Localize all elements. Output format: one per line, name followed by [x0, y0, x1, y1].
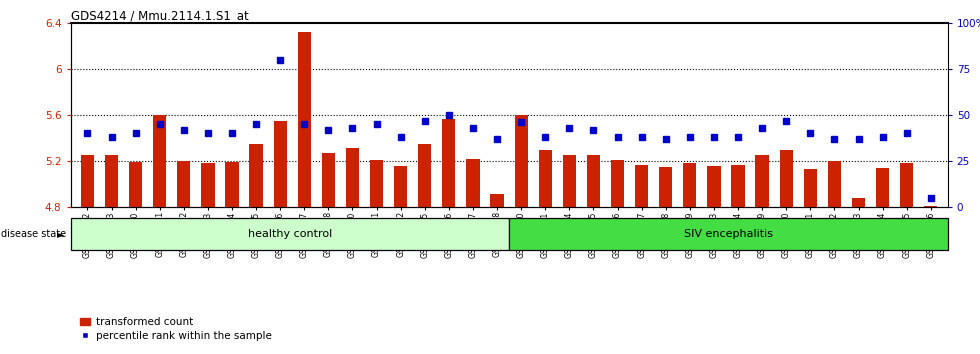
Bar	[105, 155, 119, 207]
Bar	[129, 162, 142, 207]
Text: disease state: disease state	[1, 229, 66, 239]
Bar	[177, 161, 190, 207]
Bar	[201, 164, 215, 207]
Bar	[876, 168, 889, 207]
Bar	[756, 155, 768, 207]
Legend: transformed count, percentile rank within the sample: transformed count, percentile rank withi…	[75, 313, 275, 345]
Bar	[510, 218, 948, 250]
Bar	[80, 155, 94, 207]
Text: healthy control: healthy control	[248, 229, 332, 239]
Bar	[563, 155, 576, 207]
Bar	[466, 159, 479, 207]
Bar	[225, 162, 239, 207]
Bar	[370, 160, 383, 207]
Bar	[587, 155, 600, 207]
Bar	[442, 119, 456, 207]
Text: GDS4214 / Mmu.2114.1.S1_at: GDS4214 / Mmu.2114.1.S1_at	[71, 9, 248, 22]
Bar	[321, 153, 335, 207]
Bar	[708, 166, 720, 207]
Bar	[779, 150, 793, 207]
Bar	[683, 164, 697, 207]
Bar	[153, 115, 167, 207]
Bar	[804, 169, 817, 207]
Text: ►: ►	[57, 229, 65, 239]
Bar	[731, 165, 745, 207]
Bar	[635, 165, 648, 207]
Bar	[611, 160, 624, 207]
Bar	[273, 121, 287, 207]
Bar	[346, 148, 359, 207]
Bar	[418, 144, 431, 207]
Bar	[394, 166, 408, 207]
Bar	[298, 32, 311, 207]
Bar	[900, 164, 913, 207]
Bar	[660, 167, 672, 207]
Bar	[852, 198, 865, 207]
Bar	[828, 161, 841, 207]
Bar	[250, 144, 263, 207]
Text: SIV encephalitis: SIV encephalitis	[684, 229, 773, 239]
Bar	[924, 206, 938, 207]
Bar	[539, 150, 552, 207]
Bar	[490, 194, 504, 207]
Bar	[71, 218, 510, 250]
Bar	[514, 115, 528, 207]
